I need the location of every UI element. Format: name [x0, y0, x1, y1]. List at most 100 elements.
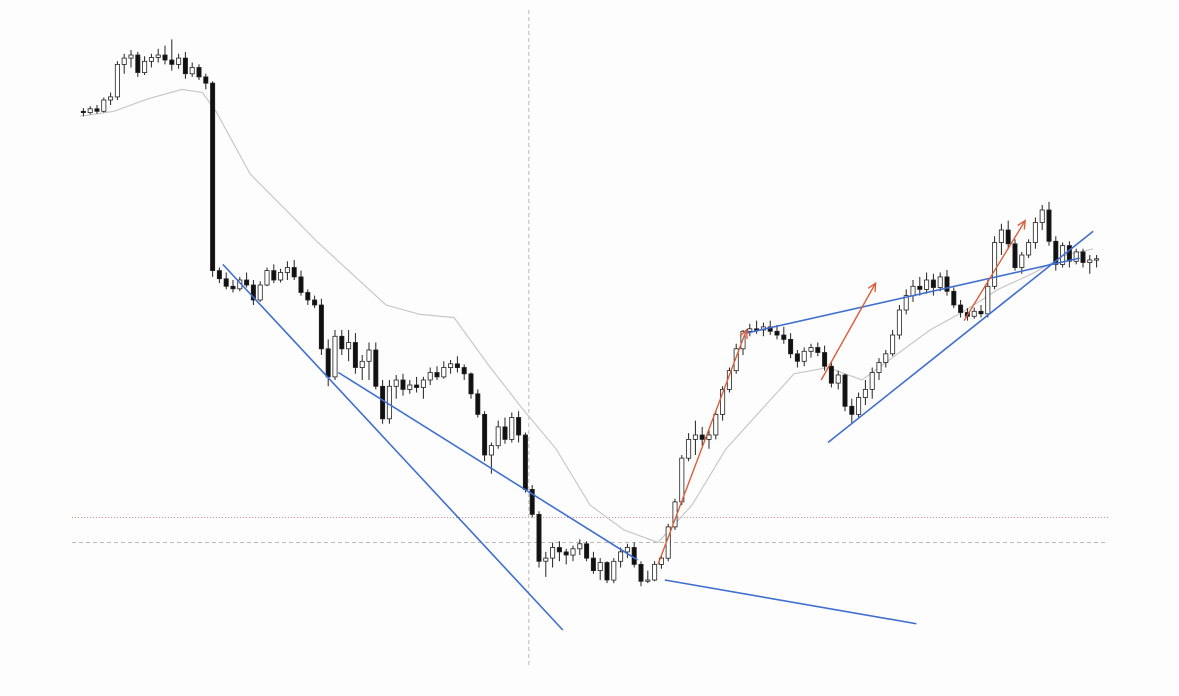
candle-body-bull: [869, 372, 875, 390]
candle-42: [366, 342, 372, 380]
candle-65: [522, 432, 528, 493]
candle-92: [706, 430, 712, 449]
candle-117: [876, 358, 882, 380]
candle-body-bear: [94, 108, 100, 112]
candle-body-bear: [244, 279, 250, 286]
arrow-0[interactable]: [657, 328, 748, 565]
candle-107: [808, 343, 814, 358]
candle-48: [407, 380, 413, 394]
candle-137: [1012, 239, 1018, 271]
candle-8: [135, 51, 141, 77]
candle-114: [856, 392, 862, 418]
candle-body-bear: [1053, 240, 1059, 265]
candle-body-bull: [992, 242, 998, 287]
candle-body-bull: [332, 335, 338, 378]
candle-57: [468, 372, 474, 399]
candle-104: [788, 333, 794, 359]
candle-body-bear: [162, 54, 168, 61]
candle-body-bear: [380, 385, 386, 420]
arrow-shaft[interactable]: [657, 329, 748, 565]
candle-120: [896, 305, 902, 340]
candle-6: [121, 53, 127, 74]
candle-body-bear: [475, 393, 481, 415]
candle-body-bear: [325, 348, 331, 378]
candle-75: [590, 551, 596, 574]
candle-27: [264, 267, 270, 287]
candle-26: [257, 281, 263, 302]
candle-body-bull: [645, 579, 651, 582]
candle-108: [815, 342, 821, 357]
candle-body-bull: [346, 342, 352, 350]
trendline-1[interactable]: [337, 371, 639, 561]
candle-51: [427, 367, 433, 385]
candle-body-bear: [788, 338, 794, 355]
candle-body-bear: [482, 413, 488, 456]
candle-62: [502, 417, 508, 444]
arrows[interactable]: [657, 219, 1027, 565]
candle-body-bull: [713, 413, 719, 436]
arrow-head: [739, 328, 748, 340]
candle-93: [713, 411, 719, 440]
candle-24: [244, 272, 250, 288]
candle-54: [448, 360, 454, 374]
trendline-0[interactable]: [222, 263, 564, 631]
trendlines[interactable]: [222, 230, 1094, 631]
candle-body-bull: [896, 309, 902, 336]
candle-body-bull: [284, 267, 290, 273]
candle-body-bull: [386, 385, 392, 420]
candle-body-bull: [366, 349, 372, 362]
candle-79: [618, 547, 624, 568]
candle-body-bear: [1046, 209, 1052, 242]
trendline-4[interactable]: [827, 230, 1094, 444]
candle-body-bull: [108, 96, 114, 101]
candle-body-bear: [556, 547, 562, 553]
candle-83: [645, 570, 651, 584]
candle-128: [951, 287, 957, 309]
candle-91: [699, 426, 705, 446]
candle-61: [495, 420, 501, 449]
arrow-1[interactable]: [820, 281, 877, 381]
candle-body-bull: [142, 60, 148, 73]
candle-body-bull: [1039, 209, 1045, 223]
candle-body-bear: [135, 54, 141, 73]
candle-64: [516, 411, 522, 443]
arrow-shaft[interactable]: [820, 282, 877, 381]
candle-body-bull: [407, 384, 413, 390]
candle-body-bear: [958, 304, 964, 313]
candle-body-bear: [216, 270, 222, 280]
trendline-3[interactable]: [746, 257, 1080, 334]
candle-body-bull: [985, 285, 991, 315]
candle-body-bull: [393, 379, 399, 387]
candle-body-bear: [563, 551, 569, 556]
candle-47: [400, 373, 406, 396]
candle-90: [692, 420, 698, 455]
candle-74: [584, 541, 590, 562]
candle-16: [189, 62, 195, 77]
arrow-2[interactable]: [963, 219, 1027, 321]
trendline-2[interactable]: [664, 579, 917, 625]
candle-body-bear: [917, 285, 923, 290]
candle-body-bull: [624, 547, 630, 553]
candle-body-bear: [312, 299, 318, 306]
candle-119: [890, 330, 896, 357]
candle-52: [434, 366, 440, 380]
candle-68: [543, 551, 549, 577]
candle-body-bear: [828, 365, 834, 384]
candle-body-bull: [1094, 258, 1100, 261]
candle-body-bull: [971, 310, 977, 317]
candle-149: [1094, 255, 1100, 268]
candle-body-bear: [203, 76, 209, 84]
candle-38: [339, 330, 345, 355]
candle-7: [128, 50, 134, 68]
candle-body-bull: [1073, 251, 1079, 262]
candle-67: [536, 511, 542, 568]
candle-body-bull: [679, 457, 685, 503]
arrow-shaft[interactable]: [963, 220, 1026, 321]
arrow-head: [867, 281, 877, 293]
candle-71: [563, 548, 569, 565]
candle-59: [482, 411, 488, 462]
candle-body-bull: [692, 434, 698, 440]
candle-34: [312, 295, 318, 309]
